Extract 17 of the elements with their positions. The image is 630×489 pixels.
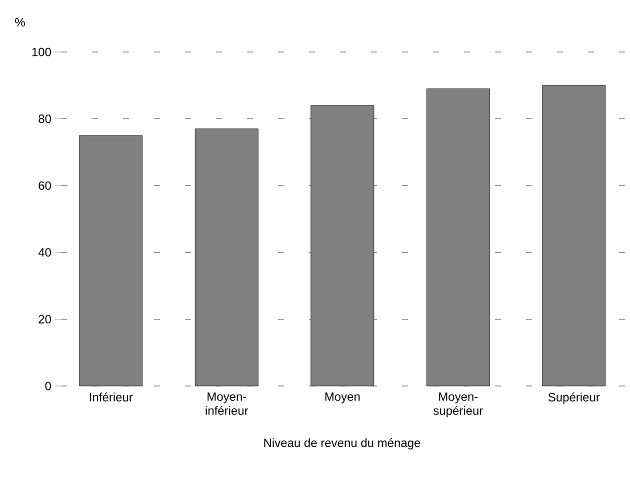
bar <box>194 128 258 386</box>
y-tick-label: 60 <box>38 181 52 190</box>
y-tick-label: 80 <box>38 114 52 124</box>
x-tick-label: Supérieur <box>548 392 600 404</box>
x-tick-label: Moyen-inférieur <box>206 392 248 415</box>
y-tick-label: 40 <box>38 248 52 257</box>
y-axis-title: % <box>15 18 25 26</box>
y-tick-label: 100 <box>32 48 52 56</box>
bar <box>426 88 490 386</box>
x-tick-label: Moyen <box>325 392 360 404</box>
x-tick-label: Moyen-supérieur <box>433 392 483 418</box>
y-tick-label: 20 <box>38 314 52 324</box>
bar <box>79 135 143 386</box>
x-tick-label: Inférieur <box>90 392 133 402</box>
bar <box>542 85 606 386</box>
y-tick-label: 0 <box>45 382 52 390</box>
x-axis-title: Niveau de revenu du ménage <box>264 438 420 450</box>
